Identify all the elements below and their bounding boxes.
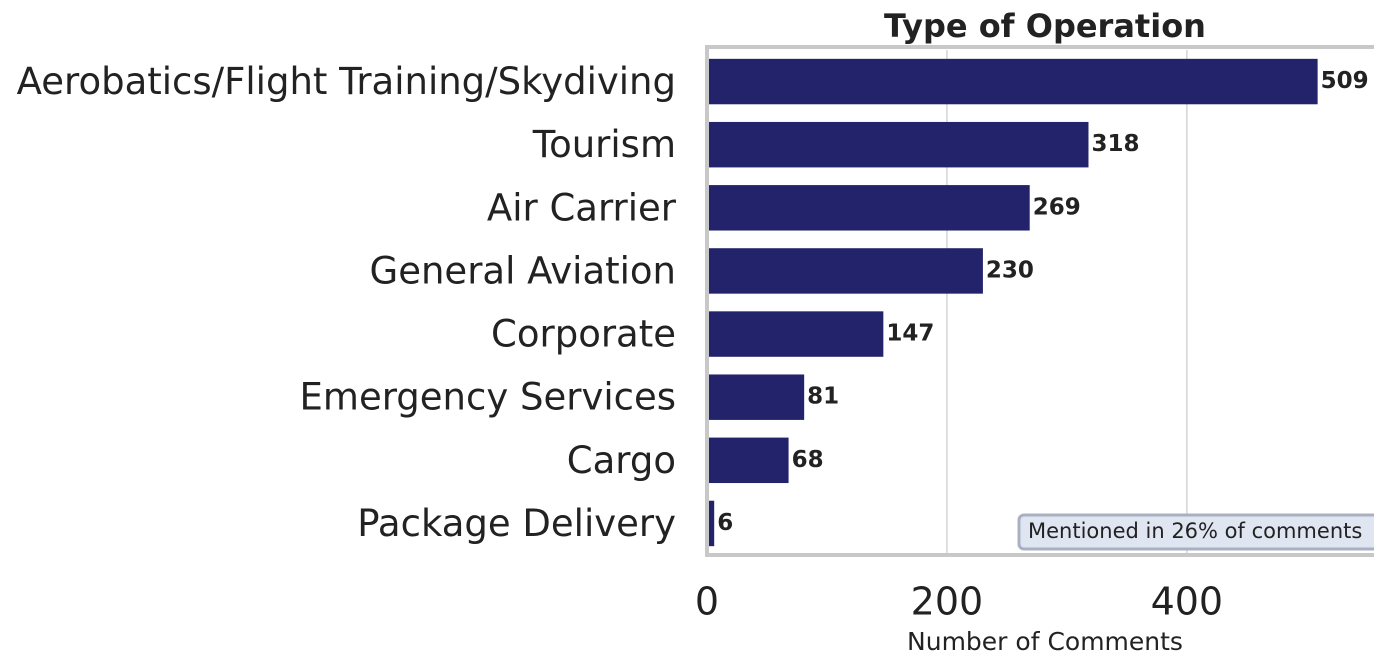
y-tick-label: Package Delivery	[357, 502, 676, 545]
x-tick-label: 0	[695, 580, 719, 624]
y-tick-label: Corporate	[491, 313, 676, 356]
x-tick-label: 200	[911, 580, 984, 624]
y-tick-label: Cargo	[567, 439, 676, 482]
x-axis-label: Number of Comments	[907, 627, 1183, 656]
bar	[707, 58, 1318, 105]
value-label: 269	[1033, 194, 1081, 220]
bar	[707, 437, 789, 484]
x-tick-label: 400	[1151, 580, 1224, 624]
y-tick-label: General Aviation	[370, 249, 676, 292]
bar	[707, 500, 715, 547]
bar	[707, 248, 983, 294]
y-tick-label: Aerobatics/Flight Training/Skydiving	[17, 60, 676, 103]
value-label: 147	[886, 321, 934, 347]
value-label: 81	[807, 384, 839, 410]
chart-title: Type of Operation	[884, 7, 1206, 45]
value-label: 230	[986, 257, 1034, 283]
value-label: 318	[1091, 131, 1139, 157]
bar	[707, 311, 884, 357]
bar	[707, 185, 1030, 231]
y-tick-label: Emergency Services	[300, 376, 676, 419]
value-label: 509	[1321, 68, 1369, 94]
bar	[707, 374, 805, 420]
y-tick-label: Tourism	[532, 123, 676, 166]
value-label: 6	[717, 510, 733, 536]
annotation-box	[1017, 513, 1374, 551]
value-label: 68	[792, 447, 824, 473]
y-tick-label: Air Carrier	[487, 186, 677, 229]
bar	[707, 121, 1089, 168]
annotation: Mentioned in 26% of comments	[1028, 519, 1362, 543]
plot-frame	[705, 45, 1374, 557]
